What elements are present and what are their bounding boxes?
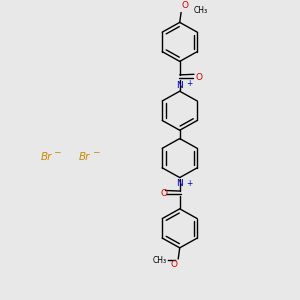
Text: +: + bbox=[186, 179, 193, 188]
Text: O: O bbox=[160, 189, 167, 198]
Text: O: O bbox=[182, 1, 189, 10]
Text: Br: Br bbox=[40, 152, 52, 162]
Text: Br: Br bbox=[79, 152, 91, 162]
Text: O: O bbox=[196, 73, 202, 82]
Text: −: − bbox=[92, 147, 99, 156]
Text: CH₃: CH₃ bbox=[194, 6, 208, 15]
Text: N: N bbox=[176, 80, 182, 89]
Text: CH₃: CH₃ bbox=[153, 256, 167, 265]
Text: N: N bbox=[176, 179, 182, 188]
Text: −: − bbox=[53, 147, 61, 156]
Text: O: O bbox=[171, 260, 178, 269]
Text: +: + bbox=[186, 80, 193, 88]
